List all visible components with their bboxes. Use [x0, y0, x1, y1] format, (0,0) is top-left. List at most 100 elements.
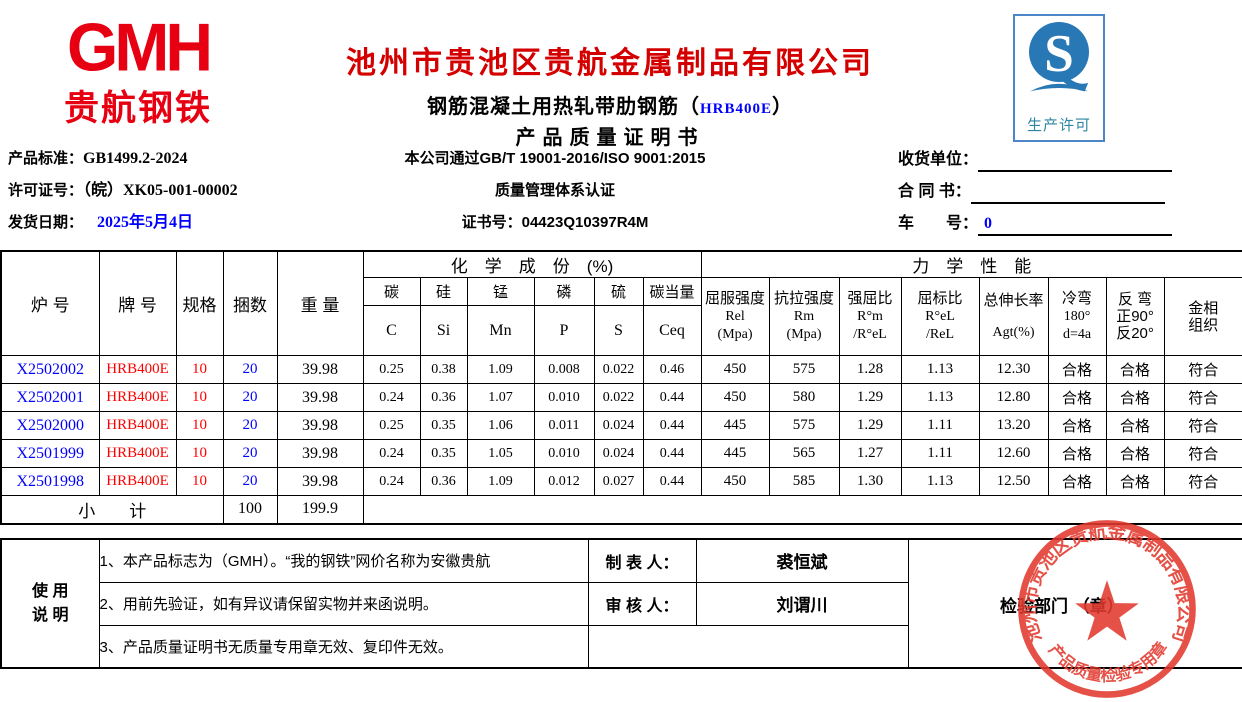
cell-ceq: 0.44 — [642, 383, 702, 412]
cell-cold-bend: 合格 — [1047, 355, 1107, 384]
col-header-silicon: 硅 — [419, 277, 468, 306]
product-grade: HRB400E — [699, 101, 772, 117]
col-header-carbon: 碳 — [362, 277, 421, 306]
col-header-phosphorus: 磷 — [533, 277, 595, 306]
cell-rel-nominal-ratio: 1.13 — [900, 355, 980, 384]
header-line: Rel — [725, 309, 745, 324]
cell-mn: 1.09 — [466, 355, 535, 384]
header-line: 强屈比 — [847, 290, 893, 307]
cell-rel: 450 — [700, 467, 770, 496]
field-label: 许可证号： — [8, 182, 84, 199]
stamp-star — [1075, 580, 1139, 641]
cell-rm: 585 — [768, 467, 840, 496]
table-row: X2502002 HRB400E 10 20 39.98 0.25 0.38 1.09 0.00… — [0, 355, 1242, 384]
header-line: /ReL — [926, 327, 955, 342]
cell-reverse-bend: 合格 — [1105, 383, 1165, 412]
col-header-yield-nominal-ratio: 屈标比 R°eL /ReL — [900, 277, 980, 356]
group-header-chemical: 化 学 成 份 (%) — [362, 250, 702, 278]
cell-cold-bend: 合格 — [1047, 467, 1107, 496]
cell-spec: 10 — [175, 383, 224, 412]
subtotal-row: 小 计 100 199.9 — [0, 495, 1242, 524]
cell-heat-no: X2501999 — [0, 439, 100, 468]
reviewer-name: 刘谓川 — [695, 581, 909, 626]
preparer-name: 裘恒斌 — [695, 538, 909, 583]
cell-rel-nominal-ratio: 1.13 — [900, 467, 980, 496]
cell-grade: HRB400E — [98, 411, 177, 440]
col-header-heat-no: 炉 号 — [0, 250, 100, 356]
product-line: 钢筋混凝土用热轧带肋钢筋（HRB400E） — [280, 90, 940, 119]
cell-s: 0.024 — [593, 411, 644, 440]
col-header-sulfur: 硫 — [593, 277, 644, 306]
cell-rm-rel-ratio: 1.29 — [838, 411, 902, 440]
cell-p: 0.012 — [533, 467, 595, 496]
cell-metallography: 符合 — [1163, 383, 1242, 412]
header-line: 金相 — [1188, 299, 1219, 317]
quality-inspection-stamp: 池州市贵池区贵航金属制品有限公司 产品质量检验专用章 — [1018, 520, 1196, 698]
cell-metallography: 符合 — [1163, 411, 1242, 440]
field-label: 车 号： — [898, 215, 979, 232]
header: GMH 贵航钢铁 池州市贵池区贵航金属制品有限公司 钢筋混凝土用热轧带肋钢筋（H… — [0, 0, 1242, 250]
col-header-ceq: 碳当量 — [642, 277, 702, 306]
vehicle-no-value[interactable]: 0 — [978, 212, 1173, 236]
col-header-tensile-strength: 抗拉强度 Rm (Mpa) — [768, 277, 840, 356]
cell-rel-nominal-ratio: 1.11 — [900, 411, 980, 440]
cell-agt: 12.60 — [978, 439, 1049, 468]
footer-table: 使 用 说 明 1、本产品标志为（GMH）。“我的钢铁”网价名称为安徽贵航 制 … — [0, 538, 1242, 669]
field-consignee: 收货单位： — [898, 148, 1198, 180]
cell-ceq: 0.46 — [642, 355, 702, 384]
qs-logo-icon: S — [1029, 22, 1089, 92]
cell-reverse-bend: 合格 — [1105, 467, 1165, 496]
cell-ceq: 0.44 — [642, 467, 702, 496]
cell-heat-no: X2502000 — [0, 411, 100, 440]
cell-c: 0.25 — [362, 355, 421, 384]
cell-reverse-bend: 合格 — [1105, 355, 1165, 384]
field-label: 合 同 书： — [898, 183, 971, 200]
table-row: X2501999 HRB400E 10 20 39.98 0.24 0.35 1.05 0.01… — [0, 439, 1242, 468]
header-line: d=4a — [1062, 327, 1092, 342]
usage-label-line: 说 明 — [32, 606, 69, 624]
cell-weight: 39.98 — [276, 355, 364, 384]
field-vehicle-no: 车 号： 0 — [898, 212, 1198, 244]
qs-caption: 生产许可 — [1026, 117, 1091, 134]
cell-weight: 39.98 — [276, 411, 364, 440]
cell-c: 0.24 — [362, 383, 421, 412]
cert-line-3: 证书号：04423Q10397R4M — [461, 214, 649, 231]
col-header-manganese: 锰 — [466, 277, 535, 306]
header-line: 屈服强度 — [705, 290, 766, 307]
cell-c: 0.25 — [362, 411, 421, 440]
col-header-weight: 重 量 — [276, 250, 364, 356]
cell-grade: HRB400E — [98, 383, 177, 412]
usage-notes-label: 使 用 说 明 — [0, 538, 100, 669]
header-line: 180° — [1063, 309, 1091, 324]
company-logo: GMH 贵航钢铁 — [38, 4, 238, 128]
header-line: 总伸长率 — [983, 292, 1044, 309]
col-header-cold-bend: 冷弯 180° d=4a — [1047, 277, 1107, 356]
cell-spec: 10 — [175, 411, 224, 440]
field-value: 2025年5月4日 — [97, 214, 194, 231]
note-2: 2、用前先验证，如有异议请保留实物并来函说明。 — [98, 581, 589, 626]
cell-p: 0.010 — [533, 383, 595, 412]
cell-grade: HRB400E — [98, 467, 177, 496]
table-row: X2501998 HRB400E 10 20 39.98 0.24 0.36 1.09 0.01… — [0, 467, 1242, 496]
cell-cold-bend: 合格 — [1047, 439, 1107, 468]
footer-empty-cell — [587, 624, 909, 669]
cell-s: 0.022 — [593, 355, 644, 384]
cell-weight: 39.98 — [276, 439, 364, 468]
cert-line-2: 质量管理体系认证 — [494, 182, 615, 199]
cell-heat-no: X2502001 — [0, 383, 100, 412]
certification-lines: 本公司通过GB/T 19001-2016/ISO 9001:2015 质量管理体… — [335, 148, 775, 244]
cell-reverse-bend: 合格 — [1105, 411, 1165, 440]
col-header-bundles: 捆数 — [222, 250, 278, 356]
consignee-blank[interactable] — [978, 148, 1173, 172]
col-symbol-s: S — [593, 305, 644, 356]
cell-rel: 445 — [700, 411, 770, 440]
production-license-mark: S 生产许可 — [1013, 14, 1105, 142]
company-name: 池州市贵池区贵航金属制品有限公司 — [346, 47, 874, 80]
header-line: R°eL — [925, 309, 955, 324]
cell-p: 0.010 — [533, 439, 595, 468]
cell-rm-rel-ratio: 1.29 — [838, 383, 902, 412]
cell-rel: 450 — [700, 383, 770, 412]
cell-si: 0.38 — [419, 355, 468, 384]
contract-blank[interactable] — [970, 180, 1165, 204]
